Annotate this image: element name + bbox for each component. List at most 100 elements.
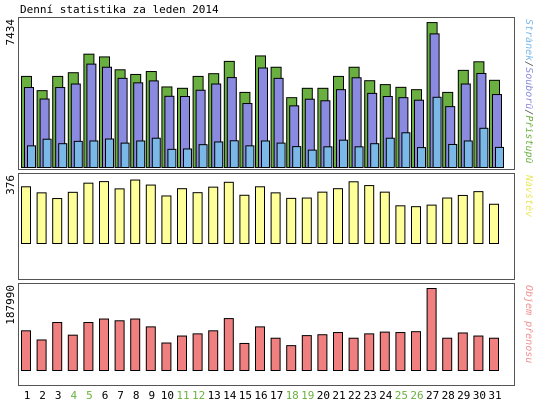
bar-middle-n-v-t-v-4 — [67, 191, 78, 244]
x-tick-label-20: 20 — [317, 389, 330, 402]
x-tick-label-18: 18 — [286, 389, 299, 402]
bar-bottom-objem-p-enosu-30 — [473, 335, 484, 371]
bar-top-str-nek-15 — [245, 145, 255, 168]
legend-part-top-4: Přístupů — [523, 115, 533, 163]
bar-middle-n-v-t-v-6 — [99, 181, 109, 245]
x-tick-label-24: 24 — [379, 389, 393, 402]
bar-bottom-objem-p-enosu-20 — [317, 334, 328, 372]
bar-middle-n-v-t-v-3 — [52, 198, 63, 244]
legend-part-top-2: Souborů — [523, 67, 533, 109]
bar-middle-n-v-t-v-28 — [442, 197, 453, 245]
bar-middle-n-v-t-v-20 — [317, 191, 328, 245]
bar-bottom-objem-p-enosu-24 — [379, 331, 390, 372]
legend-part-middle-0: Návštěv — [523, 174, 533, 217]
bar-bottom-objem-p-enosu-26 — [411, 331, 421, 371]
bar-top-str-nek-19 — [307, 149, 317, 168]
bar-middle-n-v-t-v-7 — [114, 188, 125, 245]
bar-bottom-objem-p-enosu-31 — [489, 337, 499, 371]
x-tick-label-1: 1 — [24, 389, 31, 402]
bar-top-str-nek-4 — [73, 140, 83, 168]
x-tick-label-29: 29 — [457, 389, 470, 402]
legend-part-top-1: / — [523, 61, 533, 67]
bar-bottom-objem-p-enosu-14 — [223, 318, 234, 372]
bar-middle-n-v-t-v-27 — [426, 204, 437, 245]
bar-bottom-objem-p-enosu-9 — [145, 326, 156, 371]
legend-bottom: Objem přenosu — [523, 285, 533, 363]
bar-bottom-objem-p-enosu-8 — [130, 318, 141, 371]
bar-middle-n-v-t-v-22 — [348, 181, 359, 245]
legend-top: Stránek/Souborů/Přístupů — [523, 19, 533, 164]
bar-bottom-objem-p-enosu-12 — [192, 333, 203, 371]
bar-top-str-nek-14 — [229, 140, 239, 169]
bar-bottom-objem-p-enosu-29 — [457, 332, 468, 371]
bar-top-str-nek-26 — [417, 147, 426, 168]
legend-part-bottom-0: Objem přenosu — [523, 285, 533, 363]
bar-middle-n-v-t-v-25 — [395, 205, 406, 244]
bar-top-str-nek-12 — [198, 144, 208, 169]
bar-bottom-objem-p-enosu-22 — [348, 337, 359, 371]
bar-bottom-objem-p-enosu-5 — [83, 322, 94, 372]
x-tick-label-2: 2 — [39, 389, 46, 402]
bar-top-str-nek-21 — [339, 139, 348, 169]
x-tick-label-27: 27 — [426, 389, 439, 402]
x-tick-label-9: 9 — [148, 389, 155, 402]
x-tick-label-3: 3 — [55, 389, 62, 402]
bar-top-str-nek-28 — [448, 143, 458, 169]
bar-middle-n-v-t-v-5 — [83, 182, 94, 245]
bar-bottom-objem-p-enosu-27 — [426, 288, 437, 371]
legend-part-top-3: / — [523, 109, 533, 115]
bar-top-str-nek-7 — [120, 142, 130, 168]
x-tick-label-6: 6 — [102, 389, 109, 402]
bar-middle-n-v-t-v-21 — [333, 188, 343, 244]
bar-middle-n-v-t-v-15 — [239, 194, 250, 244]
bar-middle-n-v-t-v-18 — [286, 197, 297, 245]
bar-top-str-nek-11 — [183, 148, 192, 169]
x-tick-label-7: 7 — [117, 389, 124, 402]
bar-top-str-nek-10 — [167, 148, 177, 168]
bar-middle-n-v-t-v-19 — [301, 197, 312, 245]
bar-bottom-objem-p-enosu-1 — [21, 330, 31, 371]
x-tick-label-17: 17 — [270, 389, 283, 402]
x-tick-label-30: 30 — [473, 389, 486, 402]
bar-top-str-nek-9 — [151, 137, 161, 169]
bar-bottom-objem-p-enosu-10 — [161, 342, 172, 371]
bar-top-str-nek-18 — [292, 146, 302, 168]
bar-top-str-nek-31 — [495, 146, 504, 168]
x-tick-label-26: 26 — [410, 389, 423, 402]
x-tick-label-21: 21 — [332, 389, 345, 402]
x-tick-label-13: 13 — [208, 389, 221, 402]
bar-top-str-nek-23 — [370, 143, 380, 169]
x-tick-label-22: 22 — [348, 389, 361, 402]
x-tick-label-14: 14 — [223, 389, 237, 402]
bar-middle-n-v-t-v-9 — [145, 184, 156, 245]
bar-top-str-nek-22 — [354, 146, 364, 168]
ymax-label-bottom: 187990 — [4, 285, 17, 325]
x-tick-label-28: 28 — [442, 389, 455, 402]
bar-bottom-objem-p-enosu-28 — [442, 337, 453, 371]
x-tick-label-19: 19 — [301, 389, 314, 402]
bar-top-str-nek-5 — [89, 140, 99, 169]
x-tick-label-15: 15 — [239, 389, 252, 402]
bar-top-str-nek-25 — [401, 132, 411, 169]
bar-bottom-objem-p-enosu-18 — [286, 345, 297, 371]
ymax-label-top: 7434 — [4, 19, 17, 46]
bar-top-str-nek-6 — [105, 138, 114, 169]
bar-middle-n-v-t-v-16 — [255, 186, 265, 244]
bar-bottom-objem-p-enosu-6 — [99, 318, 109, 371]
bar-top-str-nek-30 — [479, 127, 489, 169]
bar-middle-n-v-t-v-10 — [161, 195, 172, 245]
x-tick-label-11: 11 — [176, 389, 189, 402]
chart-title: Denní statistika za leden 2014 — [20, 3, 219, 16]
bar-middle-n-v-t-v-30 — [473, 191, 484, 244]
legend-middle: Návštěv — [523, 174, 533, 217]
bar-middle-n-v-t-v-24 — [379, 191, 390, 245]
bar-middle-n-v-t-v-8 — [130, 179, 141, 244]
x-tick-label-4: 4 — [70, 389, 77, 402]
bar-bottom-objem-p-enosu-19 — [301, 335, 312, 371]
bar-middle-n-v-t-v-14 — [223, 181, 234, 244]
bar-bottom-objem-p-enosu-3 — [52, 322, 63, 372]
bar-middle-n-v-t-v-13 — [208, 186, 219, 244]
bar-middle-n-v-t-v-12 — [192, 192, 203, 245]
